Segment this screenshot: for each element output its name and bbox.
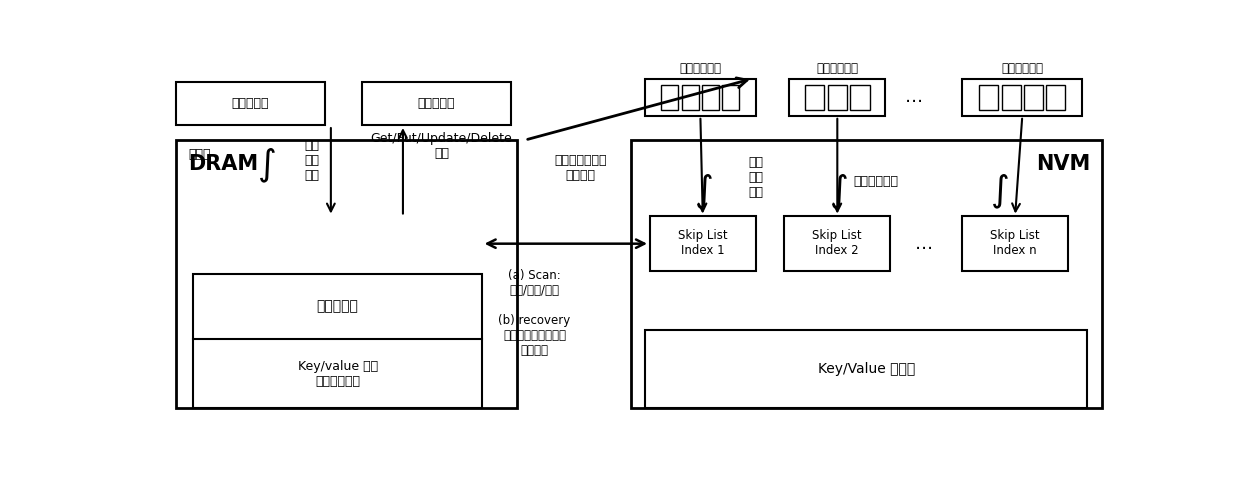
Text: Key/Value 数据区: Key/Value 数据区: [817, 362, 915, 376]
Text: ∫: ∫: [830, 173, 848, 208]
Text: (a) Scan:
分发/处理/合并

(b) recovery
遍历所有跳表索引恢
复哈希表: (a) Scan: 分发/处理/合并 (b) recovery 遍历所有跳表索引…: [498, 270, 570, 357]
Bar: [702, 85, 719, 110]
Bar: [851, 85, 869, 110]
Bar: [661, 85, 678, 110]
Text: DRAM: DRAM: [187, 154, 258, 174]
Text: 获取
解析
处理: 获取 解析 处理: [304, 139, 319, 182]
Bar: [362, 82, 511, 125]
Bar: [645, 78, 755, 116]
Bar: [962, 78, 1083, 116]
Bar: [1024, 85, 1043, 110]
Bar: [1047, 85, 1065, 110]
Text: ∫: ∫: [258, 147, 277, 182]
Text: Skip List
Index 1: Skip List Index 1: [678, 229, 728, 257]
Bar: [631, 140, 1101, 408]
Text: Key/value 地址
跳表结点地址: Key/value 地址 跳表结点地址: [298, 360, 378, 388]
Text: ∫: ∫: [696, 173, 714, 208]
Text: Skip List
Index n: Skip List Index n: [991, 229, 1040, 257]
Text: NVM: NVM: [1035, 154, 1090, 174]
Text: Skip List
Index 2: Skip List Index 2: [812, 229, 862, 257]
Bar: [962, 216, 1068, 271]
Text: 命令缓冲队列: 命令缓冲队列: [680, 61, 722, 75]
Bar: [827, 85, 847, 110]
Text: 请求缓冲区: 请求缓冲区: [232, 97, 269, 110]
Bar: [980, 85, 998, 110]
Text: 加锁
获取
解锁: 加锁 获取 解锁: [748, 156, 763, 199]
Text: 命令缓冲队列: 命令缓冲队列: [816, 61, 858, 75]
Text: …: …: [915, 235, 932, 253]
Bar: [650, 216, 755, 271]
Bar: [789, 78, 885, 116]
Text: 哈希表索引: 哈希表索引: [316, 300, 358, 314]
Text: 主线程: 主线程: [188, 149, 211, 162]
Bar: [193, 274, 481, 408]
Bar: [1002, 85, 1021, 110]
Bar: [176, 140, 517, 408]
Text: 后台更新线程: 后台更新线程: [853, 175, 898, 188]
Text: …: …: [905, 88, 924, 106]
Text: 更新命令分发到
对应队列: 更新命令分发到 对应队列: [554, 154, 606, 182]
Bar: [682, 85, 699, 110]
Bar: [176, 82, 325, 125]
Bar: [785, 216, 890, 271]
Text: ∫: ∫: [991, 173, 1011, 208]
Bar: [645, 330, 1087, 408]
Bar: [722, 85, 739, 110]
Bar: [805, 85, 825, 110]
Text: 结果缓冲区: 结果缓冲区: [418, 97, 455, 110]
Text: 命令缓冲队列: 命令缓冲队列: [1002, 61, 1043, 75]
Text: Get/Put/Update/Delete
返回: Get/Put/Update/Delete 返回: [371, 132, 512, 160]
